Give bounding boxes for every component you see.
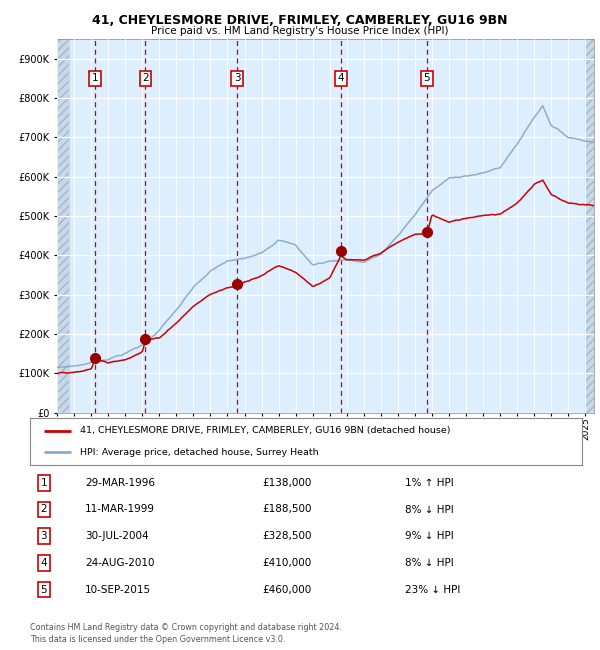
- Text: 41, CHEYLESMORE DRIVE, FRIMLEY, CAMBERLEY, GU16 9BN: 41, CHEYLESMORE DRIVE, FRIMLEY, CAMBERLE…: [92, 14, 508, 27]
- Text: £460,000: £460,000: [262, 584, 311, 595]
- Text: HPI: Average price, detached house, Surrey Heath: HPI: Average price, detached house, Surr…: [80, 448, 319, 456]
- Text: 3: 3: [40, 531, 47, 541]
- Text: 41, CHEYLESMORE DRIVE, FRIMLEY, CAMBERLEY, GU16 9BN (detached house): 41, CHEYLESMORE DRIVE, FRIMLEY, CAMBERLE…: [80, 426, 450, 435]
- Text: 11-MAR-1999: 11-MAR-1999: [85, 504, 155, 515]
- Text: 5: 5: [40, 584, 47, 595]
- Text: £328,500: £328,500: [262, 531, 311, 541]
- Text: 8% ↓ HPI: 8% ↓ HPI: [406, 558, 454, 568]
- Text: 2: 2: [142, 73, 149, 83]
- Text: 29-MAR-1996: 29-MAR-1996: [85, 478, 155, 488]
- Bar: [586, 39, 594, 413]
- Text: 5: 5: [424, 73, 430, 83]
- Text: £188,500: £188,500: [262, 504, 311, 515]
- Text: 1% ↑ HPI: 1% ↑ HPI: [406, 478, 454, 488]
- Text: 8% ↓ HPI: 8% ↓ HPI: [406, 504, 454, 515]
- Text: 10-SEP-2015: 10-SEP-2015: [85, 584, 151, 595]
- Bar: [586, 39, 594, 413]
- Text: 24-AUG-2010: 24-AUG-2010: [85, 558, 155, 568]
- Text: 9% ↓ HPI: 9% ↓ HPI: [406, 531, 454, 541]
- Text: 3: 3: [234, 73, 241, 83]
- Text: 2: 2: [40, 504, 47, 515]
- Text: 23% ↓ HPI: 23% ↓ HPI: [406, 584, 461, 595]
- Bar: [57, 39, 69, 413]
- Text: 30-JUL-2004: 30-JUL-2004: [85, 531, 149, 541]
- Text: 4: 4: [40, 558, 47, 568]
- Text: £138,000: £138,000: [262, 478, 311, 488]
- Text: £410,000: £410,000: [262, 558, 311, 568]
- Text: 1: 1: [92, 73, 98, 83]
- Text: 1: 1: [40, 478, 47, 488]
- Text: Contains HM Land Registry data © Crown copyright and database right 2024.
This d: Contains HM Land Registry data © Crown c…: [30, 623, 342, 644]
- Text: 4: 4: [338, 73, 344, 83]
- Bar: [57, 39, 69, 413]
- Text: Price paid vs. HM Land Registry's House Price Index (HPI): Price paid vs. HM Land Registry's House …: [151, 26, 449, 36]
